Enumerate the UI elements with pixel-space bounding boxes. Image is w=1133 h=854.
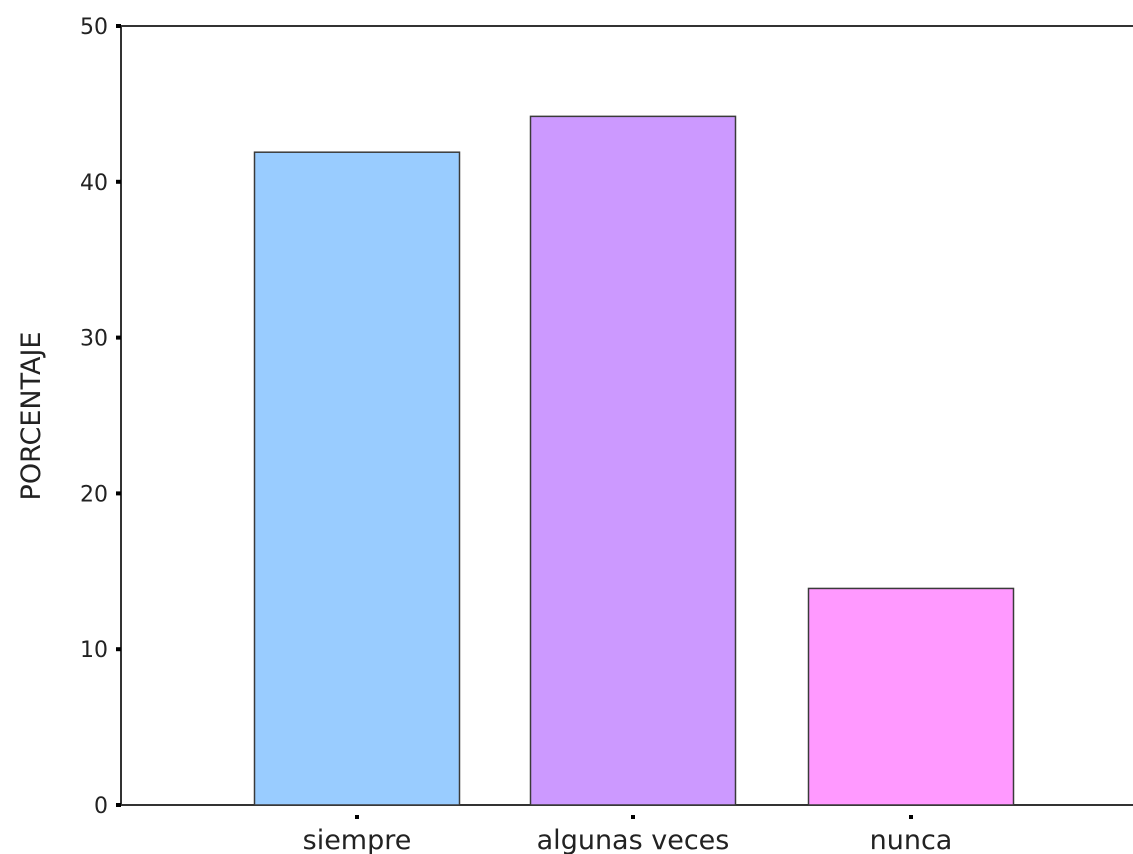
y-axis-title: PORCENTAJE xyxy=(16,332,47,501)
y-tick-mark xyxy=(116,335,121,340)
x-axis-ticks: siempre algunas veces nunca xyxy=(303,815,953,854)
bar-siempre xyxy=(253,151,461,806)
x-tick-mark xyxy=(631,815,635,819)
y-tick-label: 50 xyxy=(80,15,108,40)
y-tick-mark xyxy=(116,491,121,496)
y-tick-label: 40 xyxy=(80,171,108,196)
bars xyxy=(253,115,1015,806)
y-tick-label: 0 xyxy=(94,794,108,819)
y-tick-label: 20 xyxy=(80,482,108,507)
x-tick-mark xyxy=(355,815,359,819)
bar-nunca xyxy=(807,587,1015,806)
bar-algunas-veces xyxy=(529,115,737,806)
y-tick-mark xyxy=(116,647,121,652)
x-tick-label: nunca xyxy=(870,825,953,854)
x-tick-label: algunas veces xyxy=(537,825,730,854)
y-tick-mark xyxy=(116,179,121,184)
y-tick-mark xyxy=(116,803,121,807)
y-axis-ticks: 0 10 20 30 40 50 xyxy=(80,15,121,819)
x-tick-mark xyxy=(909,815,913,819)
y-tick-label: 10 xyxy=(80,638,108,663)
x-tick-label: siempre xyxy=(303,825,412,854)
y-tick-label: 30 xyxy=(80,327,108,352)
y-tick-mark xyxy=(116,24,121,28)
